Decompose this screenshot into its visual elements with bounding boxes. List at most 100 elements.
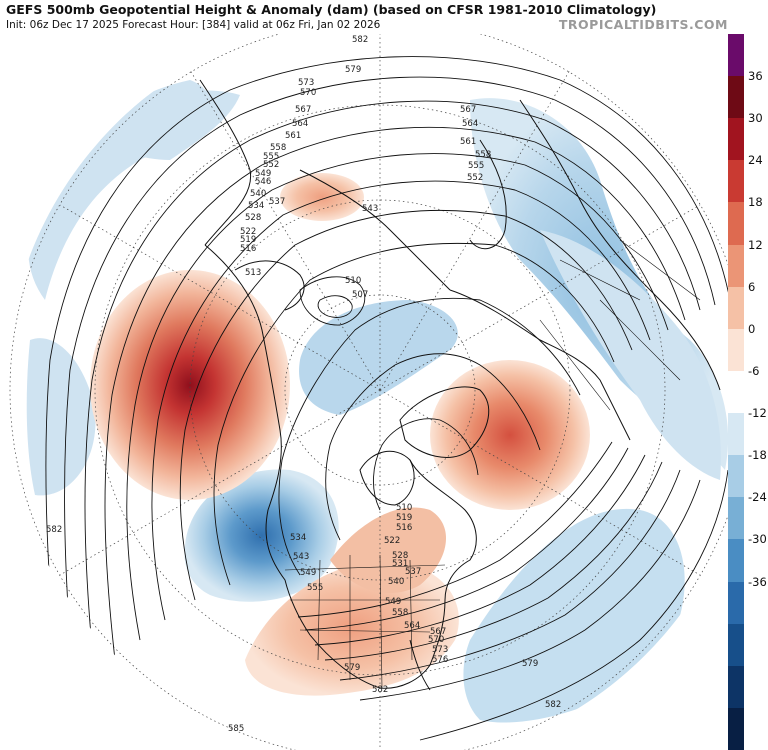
colorbar-label: 12 <box>748 237 763 252</box>
negative-anomaly-western-pacific <box>26 338 96 496</box>
contour-label: 579 <box>344 663 360 673</box>
contour-label: 516 <box>240 244 256 254</box>
contour-label: 534 <box>290 533 306 543</box>
contour-label: 519 <box>396 513 412 523</box>
colorbar-label: -6 <box>748 363 760 378</box>
negative-anomaly-shading <box>26 80 728 723</box>
chart-title: GEFS 500mb Geopotential Height & Anomaly… <box>6 2 657 17</box>
contour-label: 549 <box>255 169 271 179</box>
coast-north-america-east <box>409 459 477 666</box>
contour-label: 555 <box>307 583 323 593</box>
contour-label: 528 <box>392 551 408 561</box>
height-contours <box>29 56 728 741</box>
contour-label: 516 <box>396 523 412 533</box>
coast-hudson-bay <box>359 450 415 506</box>
contour-label: 573 <box>432 645 448 655</box>
colorbar-label: -36 <box>748 574 767 589</box>
colorbar-segment <box>728 76 744 119</box>
negative-anomaly-siberia-belt <box>540 230 721 480</box>
contour-label: 582 <box>372 685 388 695</box>
positive-anomaly-gulf-of-alaska <box>90 270 290 500</box>
contour-label: 510 <box>396 503 412 513</box>
anomaly-colorbar <box>728 34 744 750</box>
colorbar-segment <box>728 497 744 540</box>
contour-label: 540 <box>250 189 266 199</box>
contour-label: 510 <box>345 276 361 286</box>
colorbar-segment <box>728 286 744 330</box>
negative-anomaly-subtropical-atlantic <box>463 508 685 723</box>
contour-label: 567 <box>295 105 311 115</box>
colorbar-segment <box>728 539 744 583</box>
contour-label: 552 <box>263 160 279 170</box>
contour-label: 555 <box>468 161 484 171</box>
contour-label: 585 <box>214 38 230 48</box>
contour-labels: 585 582 579 573 570 567 564 561 558 555 … <box>46 35 561 734</box>
brand-watermark: TROPICALTIDBITS.COM <box>558 17 728 32</box>
positive-anomaly-north-atlantic <box>430 360 590 510</box>
colorbar-segment <box>728 244 744 288</box>
coast-greenland <box>399 386 490 458</box>
colorbar-label: 30 <box>748 111 763 126</box>
coast-siberia <box>299 169 451 291</box>
contour-label: 540 <box>388 577 404 587</box>
colorbar-label: 0 <box>748 321 756 336</box>
contour-label: 564 <box>462 119 478 129</box>
colorbar-segment <box>728 665 744 709</box>
positive-anomaly-eastern-us <box>245 560 459 696</box>
contour-label: 582 <box>46 525 62 535</box>
contour-label: 537 <box>405 567 421 577</box>
chart-subtitle: Init: 06z Dec 17 2025 Forecast Hour: [38… <box>6 19 381 31</box>
contour-label: 543 <box>362 204 378 214</box>
coast-north-america-west <box>204 244 311 636</box>
contour-label: 558 <box>270 143 286 153</box>
colorbar-segment <box>728 707 744 750</box>
contour-label: 579 <box>345 65 361 75</box>
contour-label: 582 <box>352 35 368 45</box>
colorbar-label: -18 <box>748 448 767 463</box>
colorbar-label: -24 <box>748 490 767 505</box>
positive-anomaly-central-arctic <box>280 173 364 221</box>
contour-label: 546 <box>255 177 271 187</box>
contour-label: 543 <box>293 552 309 562</box>
coast-scandinavia <box>469 139 507 250</box>
contour-label: 558 <box>392 608 408 618</box>
colorbar-segment <box>728 370 744 414</box>
coast-europe <box>519 99 721 391</box>
contour-label: 522 <box>240 227 256 237</box>
coast-gulf-mexico <box>309 634 431 689</box>
contour-label: 567 <box>460 105 476 115</box>
colorbar-segment <box>728 328 744 372</box>
negative-anomaly-arctic-ocean <box>299 300 458 415</box>
contour-label: 513 <box>245 268 261 278</box>
positive-anomaly-shading <box>90 173 590 696</box>
colorbar-segment <box>728 581 744 625</box>
contour-label: 579 <box>522 659 538 669</box>
colorbar-segment <box>728 160 744 203</box>
map-panel: 585 582 579 573 570 567 564 561 558 555 … <box>5 34 728 750</box>
contour-label: 582 <box>545 700 561 710</box>
contour-label: 522 <box>384 536 400 546</box>
colorbar-label: -30 <box>748 532 767 547</box>
contour-label: 552 <box>467 173 483 183</box>
map-globe: 585 582 579 573 570 567 564 561 558 555 … <box>5 34 728 750</box>
contour-label: 561 <box>285 131 301 141</box>
colorbar-segment <box>728 118 744 161</box>
contour-label: 549 <box>300 568 316 578</box>
colorbar-segment <box>728 34 744 77</box>
colorbar-label: 24 <box>748 153 763 168</box>
coast-eurasia-north <box>449 289 631 441</box>
colorbar-label: 18 <box>748 195 763 210</box>
political-borders <box>284 239 701 689</box>
contour-label: 558 <box>475 150 491 160</box>
coastlines <box>199 79 721 691</box>
contour-label: 585 <box>228 724 244 734</box>
colorbar-label: -12 <box>748 406 767 421</box>
contour-label: 567 <box>430 627 446 637</box>
contour-label: 537 <box>269 197 285 207</box>
contour-label: 570 <box>428 635 444 645</box>
coast-florida <box>409 639 431 691</box>
contour-label: 519 <box>240 235 256 245</box>
colorbar-segment <box>728 413 744 456</box>
contour-label: 564 <box>404 621 420 631</box>
colorbar-segment <box>728 202 744 246</box>
